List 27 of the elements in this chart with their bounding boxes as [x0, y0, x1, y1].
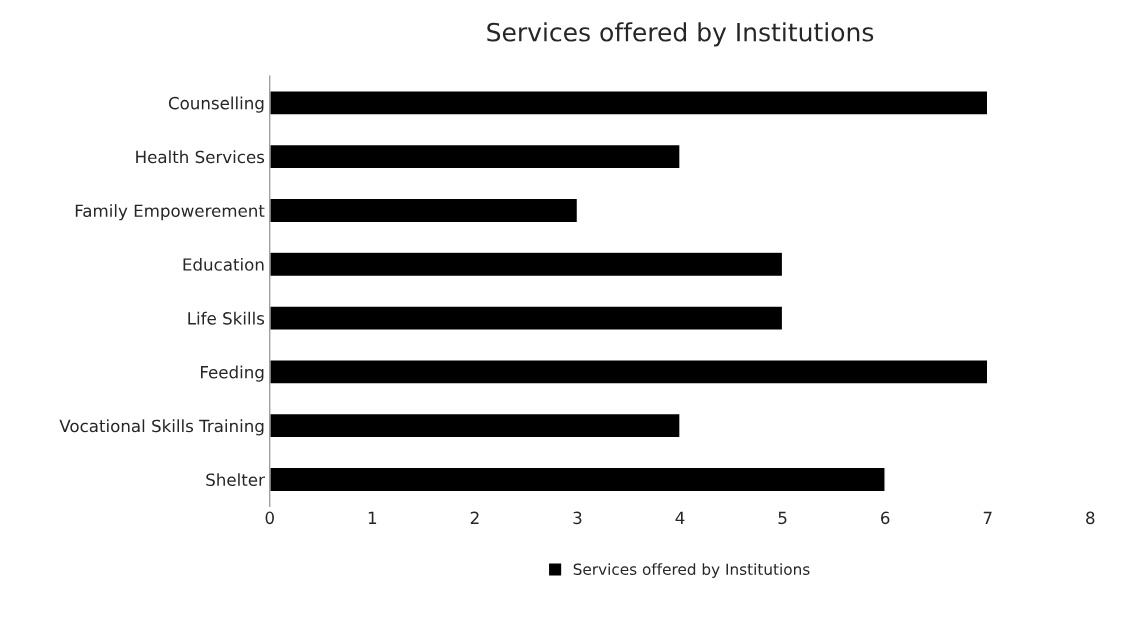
x-tick-label: 8: [1086, 511, 1095, 525]
x-tick-label: 4: [675, 511, 685, 524]
bar: [269, 197, 579, 224]
bar: [269, 143, 681, 170]
x-tick-label: 0: [265, 511, 274, 525]
x-tick-label: 1: [368, 511, 377, 524]
legend-label: Services offered by Institutions: [573, 563, 810, 578]
x-tick-label: 3: [573, 511, 582, 525]
bar: [269, 412, 681, 439]
y-tick-label: Feeding: [201, 365, 264, 382]
bar: [269, 305, 784, 331]
y-tick-label: Education: [183, 257, 264, 271]
y-tick-label: Shelter: [206, 473, 265, 487]
x-tick-label: 6: [881, 511, 890, 525]
y-tick-label: Family Empowerement: [75, 204, 265, 221]
x-tick-label: 7: [983, 511, 992, 524]
x-tick-label: 5: [778, 511, 787, 525]
y-tick-label: Health Services: [136, 150, 265, 164]
bar: [269, 359, 989, 385]
bar: [269, 90, 989, 116]
bar: [269, 251, 784, 278]
chart-title: Services offered by Institutions: [487, 22, 874, 47]
y-tick-label: Life Skills: [188, 311, 265, 325]
bar: [269, 466, 886, 493]
x-tick-label: 2: [470, 511, 479, 524]
y-tick-label: Vocational Skills Training: [59, 419, 264, 436]
y-tick-label: Counselling: [168, 96, 264, 113]
